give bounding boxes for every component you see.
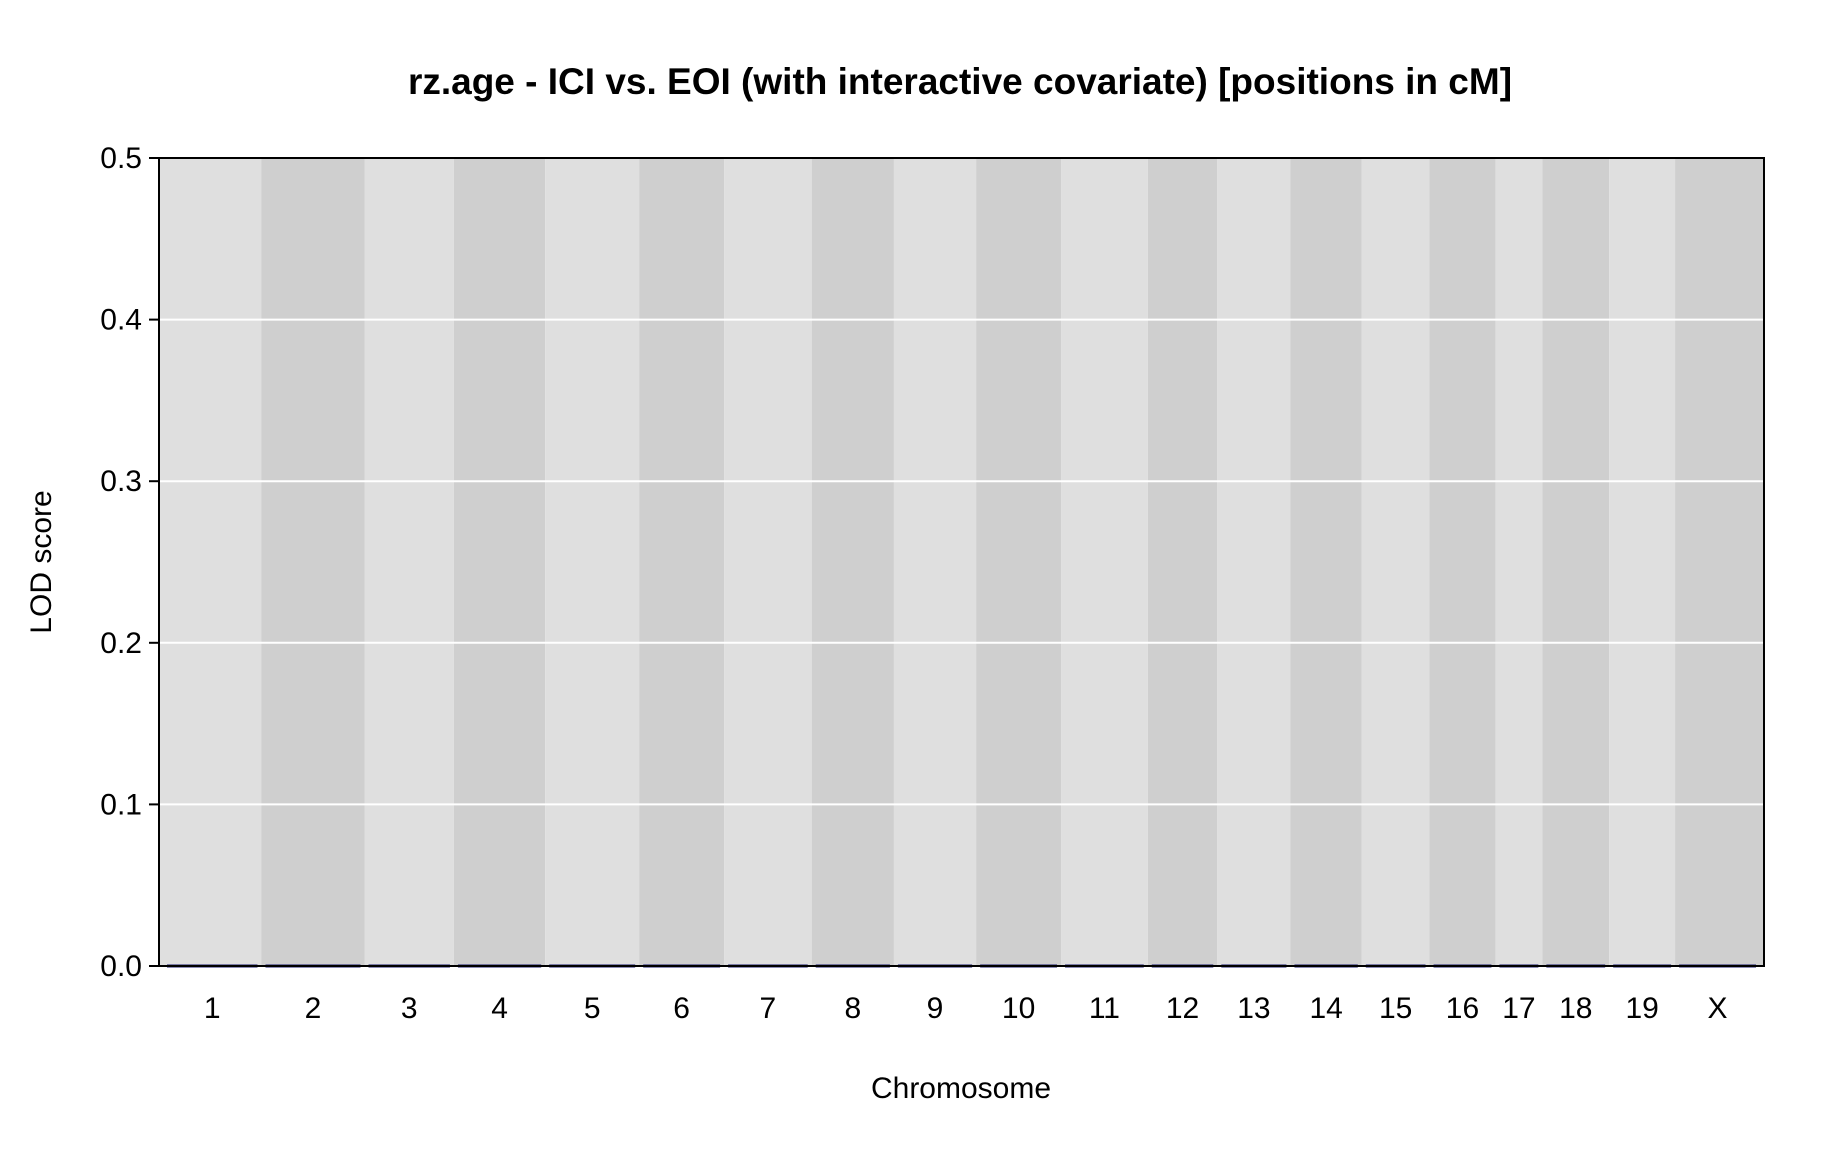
chromosome-band	[1675, 158, 1764, 966]
chromosome-band	[1147, 158, 1218, 966]
x-tick-label: 10	[1002, 992, 1035, 1025]
y-axis-label: LOD score	[25, 490, 58, 633]
y-tick-label: 0.0	[100, 950, 142, 983]
chromosome-band	[811, 158, 894, 966]
chromosome-band	[724, 158, 812, 966]
x-tick-label: 9	[927, 992, 944, 1025]
x-tick-label: 1	[204, 992, 221, 1025]
x-axis-label: Chromosome	[871, 1072, 1051, 1105]
chromosome-band	[639, 158, 725, 966]
chromosome-band	[545, 158, 640, 966]
y-tick-label: 0.3	[100, 465, 142, 498]
x-tick-label: 13	[1237, 992, 1270, 1025]
x-tick-label: 17	[1502, 992, 1535, 1025]
chromosome-band	[1361, 158, 1430, 966]
chromosome-band	[1290, 158, 1362, 966]
y-tick-label: 0.5	[100, 142, 142, 175]
x-tick-label: 3	[401, 992, 418, 1025]
x-tick-label: 2	[305, 992, 322, 1025]
plot-frame	[158, 157, 1765, 967]
x-tick-label: 14	[1309, 992, 1342, 1025]
chromosome-band	[893, 158, 977, 966]
x-tick-label: 5	[584, 992, 601, 1025]
x-tick-label: 18	[1559, 992, 1592, 1025]
x-tick-label: 12	[1166, 992, 1199, 1025]
x-tick-label: 15	[1379, 992, 1412, 1025]
x-tick-label: 11	[1089, 992, 1120, 1025]
x-tick-label: 4	[491, 992, 508, 1025]
chromosome-band	[1061, 158, 1148, 966]
chromosome-band	[159, 158, 262, 966]
y-tick-label: 0.4	[100, 304, 142, 337]
chromosome-band	[1495, 158, 1543, 966]
gridlines	[159, 318, 1764, 806]
chromosome-band	[1217, 158, 1291, 966]
y-axis-ticks: 0.0 0.1 0.2 0.3 0.4 0.5	[100, 142, 159, 983]
x-tick-label: 19	[1625, 992, 1658, 1025]
x-tick-label: 7	[760, 992, 777, 1025]
chromosome-band	[1542, 158, 1610, 966]
chart-title: rz.age - ICI vs. EOI (with interactive c…	[408, 61, 1512, 102]
chromosome-band	[364, 158, 454, 966]
chromosome-band	[261, 158, 365, 966]
chromosome-band	[1609, 158, 1676, 966]
x-tick-label: 16	[1446, 992, 1479, 1025]
x-tick-label: 6	[673, 992, 690, 1025]
chromosome-bands	[159, 158, 1764, 966]
y-tick-label: 0.2	[100, 627, 142, 660]
chromosome-band	[1429, 158, 1496, 966]
chromosome-band	[976, 158, 1062, 966]
y-tick-label: 0.1	[100, 788, 142, 821]
x-tick-label: X	[1708, 992, 1728, 1025]
x-tick-label: 8	[844, 992, 861, 1025]
chromosome-band	[453, 158, 546, 966]
x-axis-ticks: 1 2 3 4 5 6 7 8 9 10 11 12 13 14 15 16 17 18 19 X	[204, 992, 1728, 1025]
